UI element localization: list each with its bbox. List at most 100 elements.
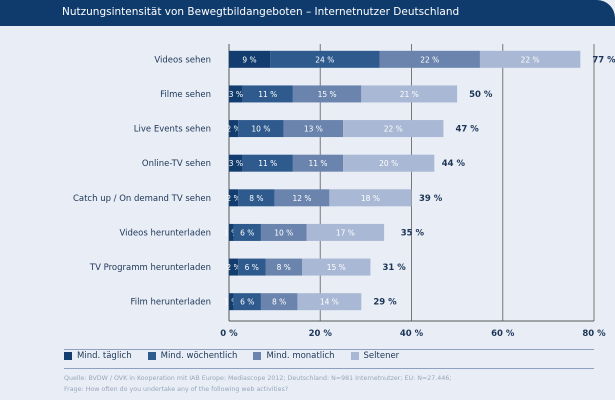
segment-label: 24 % bbox=[315, 55, 334, 64]
divider bbox=[64, 349, 594, 350]
segment-label: 2 % bbox=[226, 263, 240, 272]
bar-segment bbox=[238, 258, 266, 276]
segment-label: 6 % bbox=[240, 298, 254, 307]
total-label: 29 % bbox=[373, 298, 397, 308]
x-tick-label: 20 % bbox=[309, 329, 333, 339]
bar-segment bbox=[229, 85, 243, 103]
segment-label: 17 % bbox=[336, 228, 355, 237]
segment-label: 15 % bbox=[318, 90, 337, 99]
legend-label: Mind. wöchentlich bbox=[160, 351, 238, 361]
segment-label: 3 % bbox=[229, 90, 243, 99]
segment-label: 22 % bbox=[420, 55, 439, 64]
bar-segment bbox=[343, 120, 444, 138]
total-label: 35 % bbox=[401, 228, 425, 238]
bar-segment bbox=[297, 293, 362, 311]
bar-segment bbox=[302, 258, 371, 276]
total-label: 31 % bbox=[382, 263, 406, 273]
divider bbox=[64, 368, 594, 369]
bar-segment bbox=[306, 223, 385, 241]
segment-label: 8 % bbox=[249, 194, 263, 203]
bar-segment bbox=[233, 223, 261, 241]
bar-segment bbox=[233, 293, 261, 311]
bar-segment bbox=[229, 189, 239, 207]
legend-item: Mind. täglich bbox=[64, 351, 132, 361]
category-label: Videos sehen bbox=[154, 55, 211, 65]
bar-segment bbox=[343, 154, 435, 172]
segment-label: 14 % bbox=[320, 298, 339, 307]
chart-header: Nutzungsintensität von Bewegtbildangebot… bbox=[0, 0, 615, 26]
segment-label: 20 % bbox=[379, 159, 398, 168]
segment-label: 11 % bbox=[258, 90, 277, 99]
segment-label: 11 % bbox=[258, 159, 277, 168]
bar-segment bbox=[274, 189, 330, 207]
segment-label: 12 % bbox=[292, 194, 311, 203]
category-label: Film herunterladen bbox=[130, 298, 211, 308]
question-note: Frage: How often do you undertake any of… bbox=[64, 386, 289, 393]
category-label: Videos herunterladen bbox=[120, 228, 211, 238]
legend-swatch bbox=[253, 352, 262, 360]
bar-segment bbox=[229, 154, 243, 172]
segment-label: 1 % bbox=[224, 228, 238, 237]
segment-label: 3 % bbox=[229, 159, 243, 168]
bar-segment bbox=[265, 258, 302, 276]
segment-label: 8 % bbox=[277, 263, 291, 272]
bar-segment bbox=[379, 50, 480, 68]
bar-segment bbox=[242, 85, 293, 103]
legend-swatch bbox=[147, 352, 156, 360]
bar-segment bbox=[479, 50, 581, 68]
segment-label: 1 % bbox=[224, 298, 238, 307]
legend-label: Seltener bbox=[363, 351, 400, 361]
legend-label: Mind. monatlich bbox=[266, 351, 335, 361]
segment-label: 18 % bbox=[361, 194, 380, 203]
segment-label: 2 % bbox=[226, 194, 240, 203]
legend-label: Mind. täglich bbox=[77, 351, 132, 361]
legend: Mind. täglich Mind. wöchentlich Mind. mona… bbox=[64, 351, 399, 361]
bar-segment bbox=[270, 50, 380, 68]
bar-segment bbox=[229, 223, 234, 241]
legend-item: Mind. monatlich bbox=[253, 351, 335, 361]
legend-item: Mind. wöchentlich bbox=[147, 351, 238, 361]
segment-label: 13 % bbox=[304, 125, 323, 134]
legend-swatch bbox=[64, 352, 72, 360]
category-label: TV Programm herunterladen bbox=[89, 263, 211, 273]
segment-label: 22 % bbox=[384, 125, 403, 134]
x-tick-label: 60 % bbox=[491, 329, 515, 339]
total-label: 47 % bbox=[455, 125, 479, 135]
bar-segment bbox=[229, 50, 271, 68]
bar-segment bbox=[242, 154, 293, 172]
category-label: Online-TV sehen bbox=[142, 159, 211, 169]
bar-segment bbox=[229, 293, 234, 311]
bar-segment bbox=[260, 223, 307, 241]
segment-label: 10 % bbox=[274, 228, 293, 237]
legend-swatch bbox=[350, 352, 359, 360]
bar-segment bbox=[361, 85, 458, 103]
segment-label: 11 % bbox=[308, 159, 327, 168]
total-label: 77 % bbox=[592, 55, 615, 65]
x-tick-label: 80 % bbox=[582, 329, 606, 339]
bar-segment bbox=[238, 189, 275, 207]
bar-segment bbox=[283, 120, 344, 138]
chart-title: Nutzungsintensität von Bewegtbildangebot… bbox=[62, 6, 460, 18]
total-label: 44 % bbox=[442, 159, 466, 169]
category-label: Catch up / On demand TV sehen bbox=[73, 194, 211, 204]
segment-label: 10 % bbox=[251, 125, 270, 134]
x-tick-label: 40 % bbox=[400, 329, 424, 339]
segment-label: 21 % bbox=[400, 90, 419, 99]
bar-segment bbox=[229, 258, 239, 276]
bar-segment bbox=[292, 85, 362, 103]
bar-segment bbox=[329, 189, 412, 207]
total-label: 50 % bbox=[469, 90, 493, 100]
bar-chart: 0 % 20 % 40 % 60 % 80 % Videos sehen 9 % 24 % 22… bbox=[73, 44, 615, 339]
segment-label: 6 % bbox=[240, 228, 254, 237]
segment-label: 2 % bbox=[226, 125, 240, 134]
x-tick-label: 0 % bbox=[220, 329, 238, 339]
bar-segment bbox=[292, 154, 344, 172]
segment-label: 22 % bbox=[521, 55, 540, 64]
segment-label: 6 % bbox=[245, 263, 259, 272]
total-label: 39 % bbox=[419, 194, 443, 204]
bar-segment bbox=[229, 120, 239, 138]
legend-item: Seltener bbox=[350, 351, 400, 361]
category-label: Filme sehen bbox=[160, 90, 211, 100]
source-note: Quelle: BVDW / OVK in Kooperation mit IA… bbox=[64, 375, 452, 382]
bar-segment bbox=[260, 293, 298, 311]
